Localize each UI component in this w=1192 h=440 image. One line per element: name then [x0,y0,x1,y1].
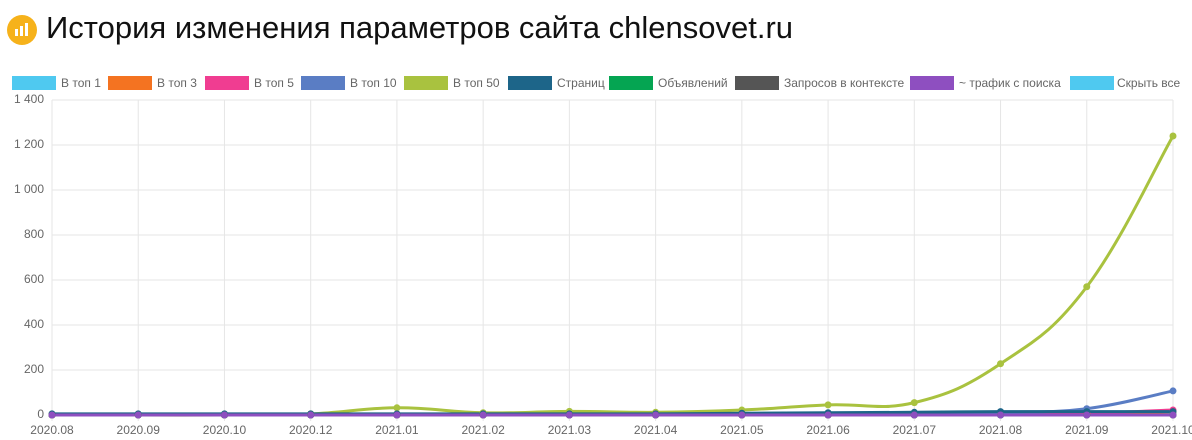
series-line [52,135,1175,417]
x-tick-label: 2020.08 [30,423,74,437]
y-tick-label: 600 [24,272,44,286]
y-tick-label: 1 400 [14,92,44,106]
point [393,404,401,412]
x-tick-label: 2020.10 [203,423,247,437]
legend-swatch[interactable] [910,76,954,90]
legend-swatch[interactable] [508,76,552,90]
point [134,411,142,419]
point [479,411,487,419]
point [565,411,573,419]
point [824,411,832,419]
legend-label[interactable]: В топ 3 [157,76,197,90]
legend-swatch[interactable] [735,76,779,90]
x-tick-label: 2021.03 [548,423,592,437]
x-tick-label: 2021.10 [1151,423,1192,437]
legend-swatch[interactable] [609,76,653,90]
x-tick-label: 2021.07 [893,423,937,437]
point [1083,411,1091,419]
x-tick-label: 2021.08 [979,423,1023,437]
y-tick-label: 400 [24,317,44,331]
point [1083,283,1091,291]
x-tick-label: 2021.09 [1065,423,1109,437]
legend-label[interactable]: Страниц [557,76,605,90]
hide-all-swatch[interactable] [1070,76,1114,90]
x-tick-label: 2021.06 [806,423,850,437]
point [824,401,832,409]
y-tick-label: 1 200 [14,137,44,151]
legend-label[interactable]: Объявлений [658,76,728,90]
x-tick-label: 2021.01 [375,423,419,437]
y-tick-label: 1 000 [14,182,44,196]
point [1169,132,1177,140]
point [910,399,918,407]
hide-all-button[interactable]: Скрыть все [1117,76,1181,90]
legend-label[interactable]: В топ 1 [61,76,101,90]
point [307,411,315,419]
point [220,411,228,419]
point [910,411,918,419]
legend-swatch[interactable] [404,76,448,90]
legend-label[interactable]: В топ 10 [350,76,397,90]
legend-swatch[interactable] [108,76,152,90]
legend-swatch[interactable] [301,76,345,90]
y-tick-label: 0 [37,407,44,421]
y-tick-label: 800 [24,227,44,241]
x-tick-label: 2021.02 [461,423,505,437]
x-tick-label: 2020.09 [117,423,161,437]
point [997,411,1005,419]
legend-label[interactable]: В топ 5 [254,76,294,90]
point [738,411,746,419]
x-tick-label: 2021.04 [634,423,678,437]
point [393,411,401,419]
legend-label[interactable]: ~ трафик с поиска [959,76,1061,90]
title-icon [7,15,37,45]
point [997,360,1005,368]
point [652,411,660,419]
point [1169,387,1177,395]
legend-label[interactable]: В топ 50 [453,76,500,90]
y-tick-label: 200 [24,362,44,376]
point [48,411,56,419]
x-tick-label: 2021.05 [720,423,764,437]
point [1169,411,1177,419]
legend-swatch[interactable] [205,76,249,90]
legend-label[interactable]: Запросов в контексте [784,76,904,90]
chart-title: История изменения параметров сайта chlen… [46,10,793,45]
x-tick-label: 2020.12 [289,423,333,437]
legend-swatch[interactable] [12,76,56,90]
